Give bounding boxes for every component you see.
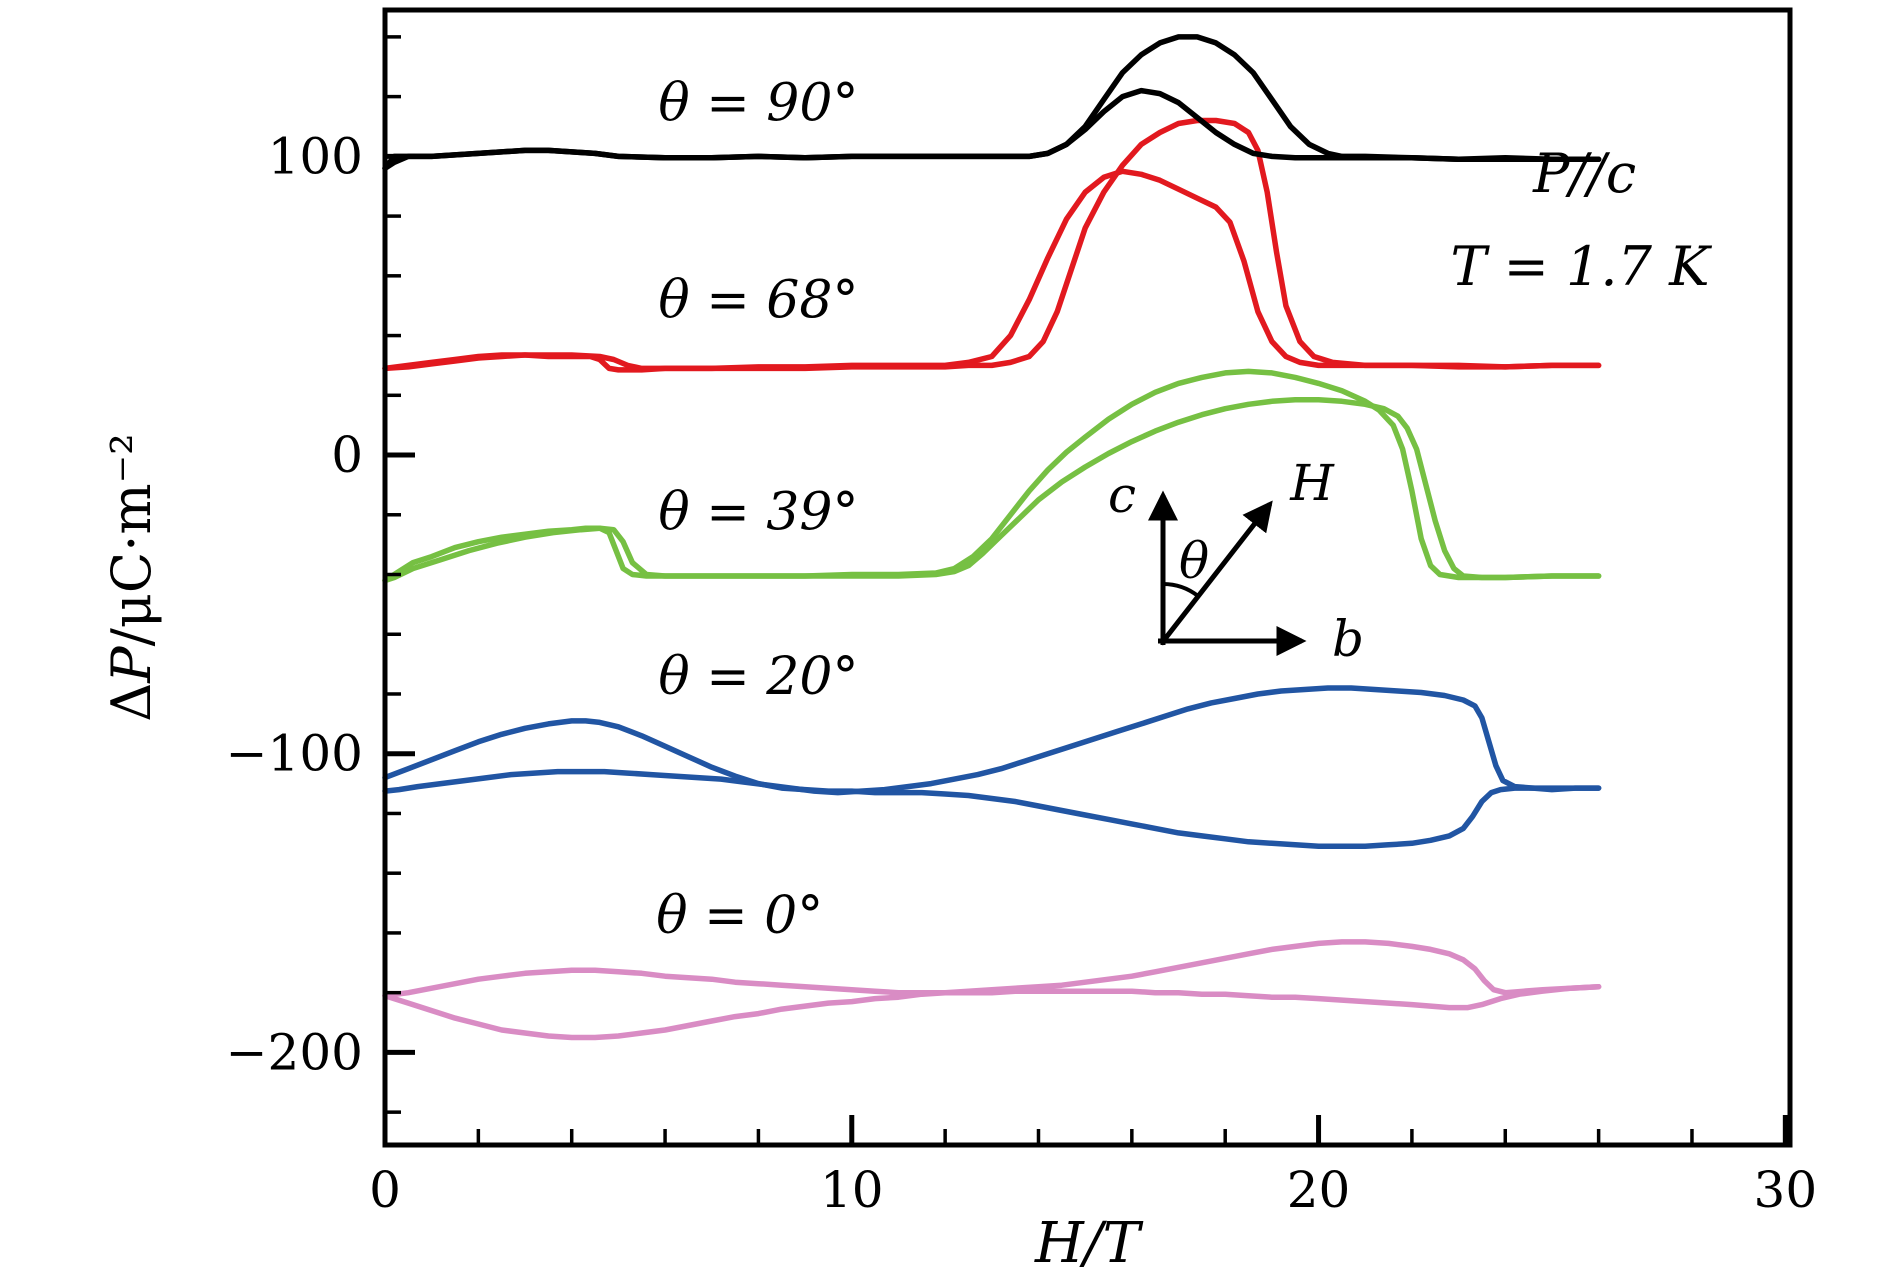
series-theta-0-branch-1 (382, 939, 1602, 1041)
x-tick-label: 30 (1754, 1161, 1818, 1219)
y-axis-title: ΔP/μC·m⁻² (100, 433, 163, 721)
tick-labels: 0 10 20 30 −200 −100 0 100 (226, 127, 1817, 1219)
field-orientation-label: P//c (1532, 142, 1636, 205)
curve-label-theta-68: θ = 68° (658, 271, 858, 331)
x-axis-title: H/T (1034, 1211, 1144, 1276)
series-group: θ = 0° θ = 20° θ = 39° θ = 68° θ = 90° (382, 34, 1602, 1041)
inset-theta-arc (1162, 582, 1200, 598)
series-theta-20: θ = 20° (382, 647, 1602, 850)
series-theta-0: θ = 0° (382, 886, 1602, 1041)
curve-label-theta-39: θ = 39° (658, 483, 858, 543)
inset-c-axis-label: c (1108, 466, 1136, 524)
series-theta-90: θ = 90° (382, 34, 1602, 172)
series-theta-68-branch-1 (382, 168, 1602, 373)
curve-label-theta-90: θ = 90° (658, 74, 858, 134)
y-tick-label: 100 (268, 127, 363, 185)
x-tick-label: 20 (1287, 1161, 1351, 1219)
series-theta-20-branch-1 (382, 718, 1602, 850)
ticks (382, 35, 1788, 1145)
inset-b-axis-label: b (1332, 610, 1364, 668)
y-tick-label: −100 (226, 725, 363, 783)
series-theta-68: θ = 68° (382, 117, 1602, 373)
x-tick-label: 10 (820, 1161, 884, 1219)
x-tick-label: 0 (369, 1161, 401, 1219)
y-tick-label: 0 (331, 426, 363, 484)
curve-label-theta-0: θ = 0° (656, 886, 823, 946)
inset-theta-label: θ (1179, 532, 1209, 590)
temperature-label: T = 1.7 K (1450, 235, 1712, 298)
inset-h-field-arrow (1159, 500, 1273, 646)
axis-inset: c b Hθ (1108, 454, 1364, 668)
series-theta-39: θ = 39° (382, 368, 1602, 584)
series-theta-68-branch-2 (382, 117, 1602, 372)
series-theta-0-branch-2 (382, 967, 1602, 1011)
y-tick-label: −200 (226, 1023, 363, 1081)
series-theta-20-branch-2 (382, 685, 1602, 796)
series-theta-39-branch-1 (382, 368, 1602, 584)
plot-frame (382, 7, 1793, 1148)
series-theta-39-branch-2 (382, 397, 1602, 584)
curve-label-theta-20: θ = 20° (658, 647, 858, 707)
series-theta-90-branch-2 (382, 34, 1602, 172)
inset-h-field-label: H (1289, 454, 1335, 512)
